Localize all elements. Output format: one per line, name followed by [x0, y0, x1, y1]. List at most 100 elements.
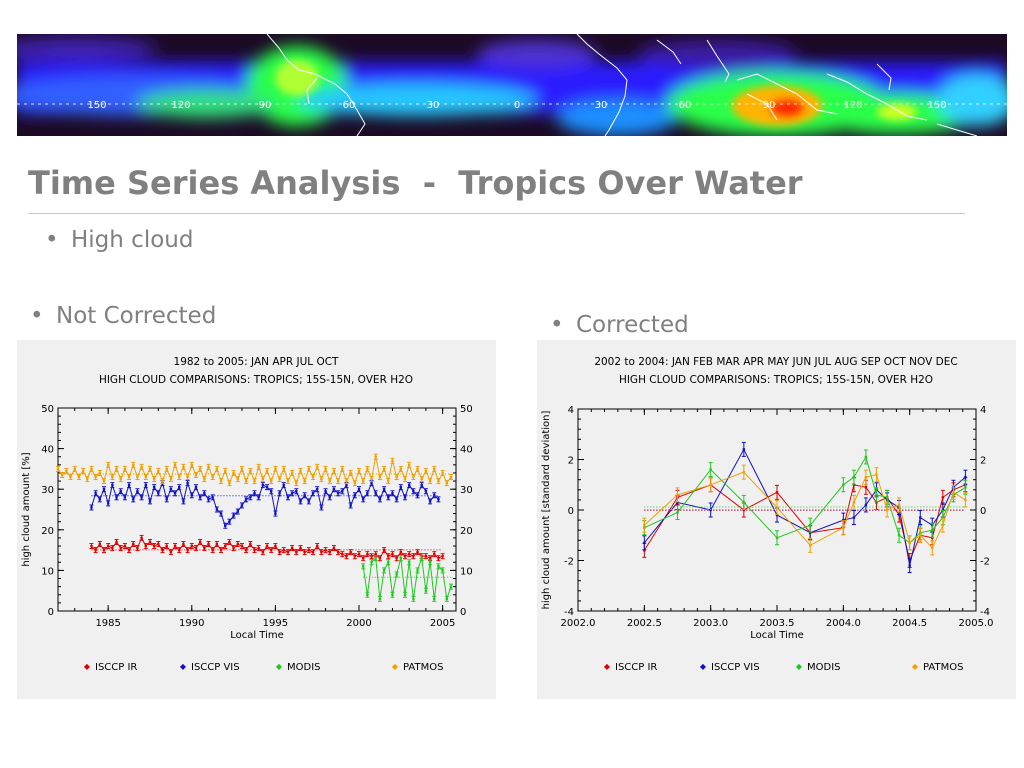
data-point	[420, 557, 423, 560]
data-point	[169, 550, 173, 554]
data-point	[445, 481, 449, 485]
x-tick-label: 1985	[95, 618, 120, 629]
data-point	[775, 513, 779, 517]
plot-frame	[57, 407, 457, 612]
data-point	[299, 469, 302, 473]
data-point	[407, 552, 411, 556]
data-point	[286, 550, 290, 554]
data-point	[742, 501, 746, 504]
data-point	[357, 469, 361, 473]
legend-label: ISCCP IR	[615, 662, 657, 673]
data-point	[178, 548, 181, 552]
data-point	[416, 467, 419, 471]
data-point	[387, 479, 390, 483]
y-tick-label: 4	[568, 405, 574, 416]
data-point	[173, 544, 177, 548]
data-point	[897, 513, 901, 517]
data-point	[94, 548, 97, 552]
data-point	[412, 597, 415, 601]
data-point	[374, 455, 377, 458]
data-point	[357, 552, 361, 556]
data-point	[295, 550, 298, 554]
data-point	[198, 540, 202, 544]
data-point	[148, 467, 152, 471]
data-point	[349, 471, 352, 475]
data-point	[399, 550, 403, 554]
data-point	[303, 479, 306, 483]
bullet-marker: •	[45, 227, 59, 253]
data-point	[65, 469, 68, 473]
data-point	[361, 557, 365, 560]
data-point	[964, 486, 967, 489]
data-point	[403, 496, 407, 499]
data-point	[270, 479, 273, 483]
data-point	[643, 549, 646, 552]
data-point	[387, 561, 390, 564]
data-point	[173, 492, 177, 495]
data-point	[324, 490, 327, 493]
data-point	[366, 492, 369, 495]
data-point	[236, 477, 239, 481]
bullet-text: Not Corrected	[56, 303, 217, 329]
data-point	[307, 467, 311, 471]
data-point	[123, 496, 127, 499]
data-point	[445, 597, 449, 601]
data-point	[416, 550, 419, 554]
data-point	[842, 483, 845, 486]
data-point	[941, 508, 945, 512]
data-point	[119, 477, 122, 481]
data-point	[274, 512, 277, 515]
data-point	[224, 544, 227, 548]
data-point	[316, 465, 319, 469]
data-point	[412, 554, 415, 558]
data-point	[236, 542, 239, 546]
data-point	[387, 496, 390, 499]
data-point	[852, 483, 856, 486]
series-isccp-vis	[642, 441, 968, 574]
data-point	[395, 573, 398, 576]
data-point	[144, 475, 147, 479]
data-point	[349, 504, 352, 507]
data-point	[244, 548, 248, 552]
data-point	[102, 548, 106, 552]
data-point	[361, 565, 365, 568]
data-point	[232, 546, 235, 550]
data-point	[437, 498, 440, 501]
data-point	[941, 523, 945, 527]
data-point	[215, 542, 219, 546]
data-point	[378, 498, 382, 501]
data-point	[190, 463, 193, 467]
data-point	[182, 500, 185, 503]
data-point	[136, 490, 139, 493]
data-point	[270, 548, 273, 552]
y2-tick-label: 20	[460, 526, 473, 537]
data-point	[307, 548, 311, 552]
data-point	[320, 477, 323, 481]
data-point	[148, 540, 152, 544]
data-point	[169, 477, 173, 481]
chart-panel-corrected: 2002 to 2004: JAN FEB MAR APR MAY JUN JU…	[537, 340, 1016, 699]
data-point	[931, 546, 934, 550]
data-point	[111, 546, 114, 550]
data-point	[433, 467, 436, 471]
satellite-banner-image: 150 120 90 60 30 0 30 60 90 120 150	[17, 34, 1007, 136]
longitude-label: 90	[763, 100, 776, 111]
x-tick-label: 2005.0	[959, 618, 994, 629]
data-point	[361, 479, 365, 483]
data-point	[299, 500, 302, 503]
data-point	[123, 544, 127, 548]
data-point	[366, 593, 369, 596]
data-point	[378, 557, 382, 560]
series-line	[643, 484, 966, 563]
data-point	[77, 475, 81, 479]
data-point	[412, 475, 415, 479]
data-point	[428, 561, 432, 564]
data-point	[382, 488, 386, 491]
legend-marker: ◆	[700, 662, 707, 671]
data-point	[908, 541, 911, 545]
data-point	[186, 475, 189, 479]
legend-marker: ◆	[180, 662, 187, 671]
data-point	[98, 542, 102, 546]
data-point	[374, 552, 377, 556]
data-point	[261, 483, 265, 487]
